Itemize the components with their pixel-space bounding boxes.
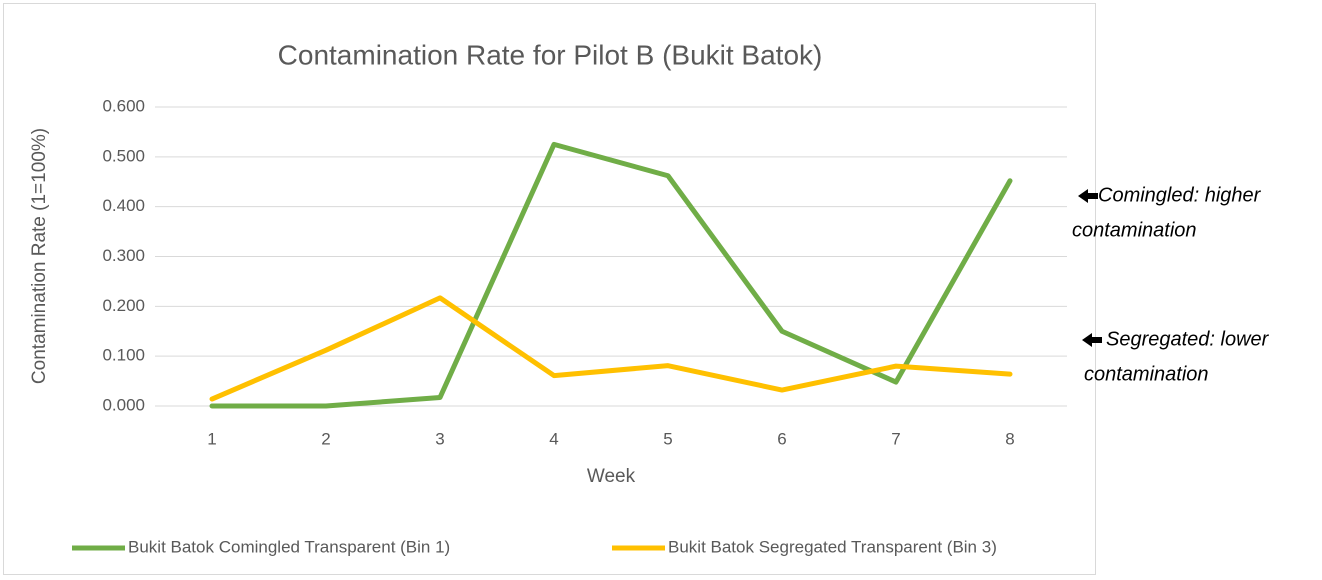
- x-tick-label: 5: [663, 429, 672, 448]
- x-tick-label: 4: [549, 429, 558, 448]
- arrow-icon: [1078, 189, 1098, 203]
- y-axis-label: Contamination Rate (1=100%): [29, 128, 50, 384]
- y-tick-label: 0.600: [102, 96, 145, 115]
- legend-label: Bukit Batok Segregated Transparent (Bin …: [668, 537, 997, 556]
- annotation: Comingled: higher: [1098, 184, 1262, 206]
- y-tick-label: 0.200: [102, 296, 145, 315]
- y-tick-label: 0.100: [102, 346, 145, 365]
- x-tick-label: 8: [1005, 429, 1014, 448]
- arrow-icon: [1082, 333, 1102, 347]
- y-tick-label: 0.500: [102, 146, 145, 165]
- series-line: [209, 295, 1013, 402]
- legend-label: Bukit Batok Comingled Transparent (Bin 1…: [128, 537, 450, 556]
- x-axis-label: Week: [587, 466, 636, 487]
- annotation: contamination: [1084, 363, 1209, 385]
- y-tick-label: 0.400: [102, 196, 145, 215]
- x-tick-label: 3: [435, 429, 444, 448]
- x-tick-label: 1: [207, 429, 216, 448]
- y-tick-label: 0.300: [102, 246, 145, 265]
- chart-border: [3, 3, 1096, 575]
- chart-title: Contamination Rate for Pilot B (Bukit Ba…: [278, 39, 823, 70]
- x-tick-label: 6: [777, 429, 786, 448]
- x-tick-label: 7: [891, 429, 900, 448]
- annotation: contamination: [1072, 219, 1197, 241]
- y-tick-label: 0.000: [102, 395, 145, 414]
- annotation: Segregated: lower: [1106, 328, 1270, 350]
- x-tick-label: 2: [321, 429, 330, 448]
- series-line: [209, 141, 1013, 409]
